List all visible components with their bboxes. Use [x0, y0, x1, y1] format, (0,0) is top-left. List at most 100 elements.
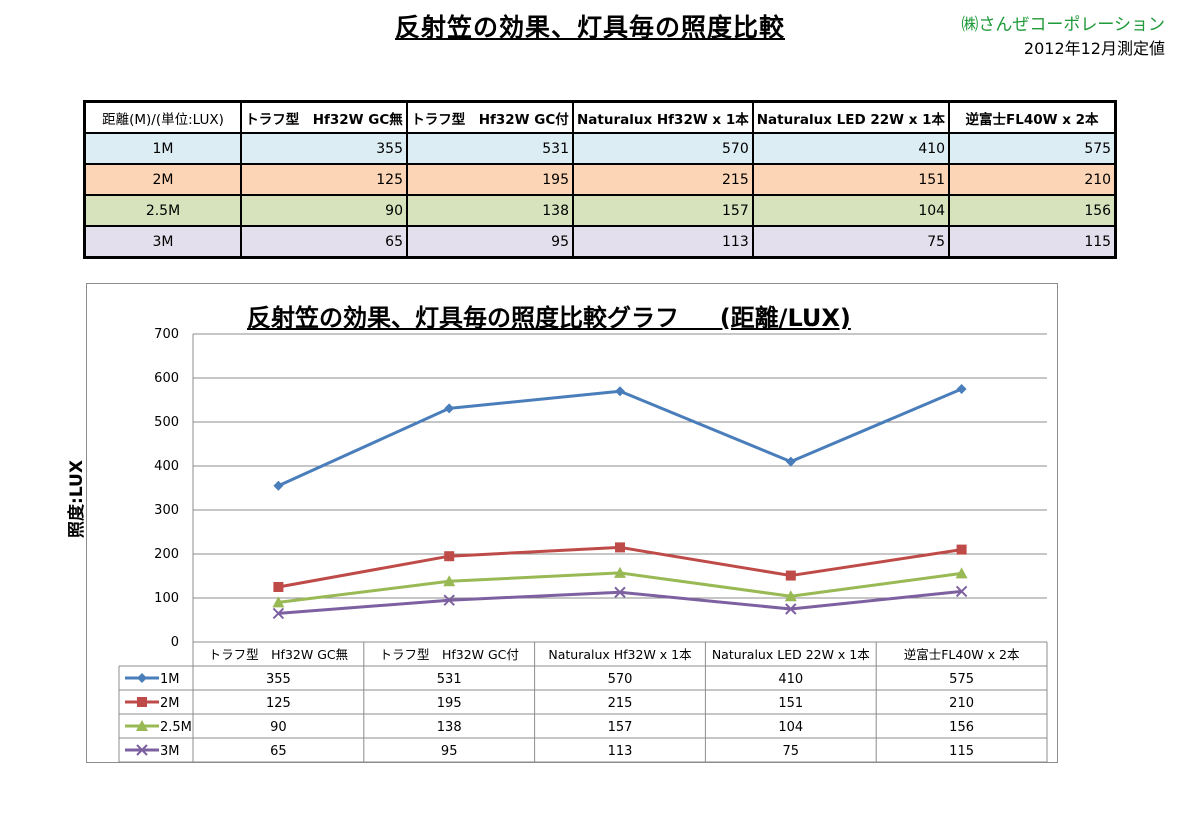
table-row: 2.5M 90 138 157 104 156 [83, 194, 1117, 227]
y-tick-label: 300 [154, 503, 179, 518]
table-cell: 115 [948, 225, 1117, 259]
company-name: ㈱さんぜコーポレーション [961, 15, 1165, 35]
data-table-value: 156 [949, 720, 974, 735]
chart-plot-area: 0 100 200 300 400 500 600 700 トラフ型 Hf32W GC無 トラフ型… [118, 327, 1048, 762]
table-cell: 410 [751, 132, 951, 165]
legend-label: 1M [160, 672, 180, 687]
data-point [272, 596, 285, 608]
table-cell: 575 [948, 132, 1117, 165]
data-table-value: 575 [949, 672, 974, 687]
data-table-value: 410 [778, 672, 803, 687]
data-point [136, 744, 148, 756]
table-cell: 157 [572, 194, 754, 227]
table-cell: 113 [572, 225, 754, 259]
table-row: 1M 355 531 570 410 575 [83, 132, 1117, 165]
y-tick-label: 100 [154, 591, 179, 606]
y-tick-label: 0 [171, 635, 179, 650]
table-cell: 151 [751, 163, 951, 196]
series-line [277, 387, 963, 488]
y-tick-label: 200 [154, 547, 179, 562]
x-category-label: Naturalux LED 22W x 1本 [712, 647, 870, 662]
data-table-value: 195 [437, 696, 462, 711]
table-column-header: Naturalux LED 22W x 1本 [751, 100, 951, 134]
data-table-value: 215 [608, 696, 633, 711]
data-point [444, 403, 455, 414]
data-point [785, 603, 797, 615]
data-point [136, 720, 148, 731]
data-point [614, 586, 626, 598]
data-point [784, 590, 797, 602]
data-point [443, 594, 455, 606]
table-corner-header: 距離(M)/(単位:LUX) [83, 100, 242, 134]
data-table-value: 210 [949, 696, 974, 711]
data-table-value: 115 [949, 744, 974, 759]
data-point [615, 386, 625, 397]
data-point [956, 544, 967, 555]
table-header-row: 距離(M)/(単位:LUX) トラフ型 Hf32W GC無 トラフ型 Hf32W… [83, 100, 1117, 134]
data-table-value: 531 [437, 672, 462, 687]
table-cell: 125 [240, 163, 408, 196]
x-category-label: Naturalux Hf32W x 1本 [548, 647, 692, 662]
data-table-value: 104 [778, 720, 803, 735]
data-point [956, 384, 967, 394]
data-point [272, 607, 285, 620]
data-point [785, 570, 796, 581]
table-cell: 195 [406, 163, 574, 196]
data-table-value: 125 [266, 696, 291, 711]
chart-title: 反射笠の効果、灯具毎の照度比較グラフ (距離/LUX) [247, 304, 851, 332]
line-chart: 反射笠の効果、灯具毎の照度比較グラフ (距離/LUX) 照度:LUX 0 100 2… [67, 283, 1058, 763]
y-tick-label: 700 [154, 327, 179, 342]
table-row-label: 3M [83, 225, 242, 259]
table-cell: 95 [406, 225, 574, 259]
table-row-label: 2.5M [83, 194, 242, 227]
table-cell: 531 [406, 132, 574, 165]
table-column-header: Naturalux Hf32W x 1本 [572, 100, 754, 134]
data-point [273, 582, 284, 592]
y-tick-label: 400 [154, 459, 179, 474]
data-table-value: 90 [270, 720, 287, 735]
lux-data-table: 距離(M)/(単位:LUX) トラフ型 Hf32W GC無 トラフ型 Hf32W… [83, 100, 1118, 259]
measure-date: 2012年12月測定値 [1023, 39, 1165, 58]
table-cell: 156 [948, 194, 1117, 227]
page-title: 反射笠の効果、灯具毎の照度比較 [395, 13, 786, 42]
table-cell: 570 [572, 132, 754, 165]
table-cell: 138 [406, 194, 574, 227]
data-table-value: 355 [266, 672, 291, 687]
table-row-label: 1M [83, 132, 242, 165]
table-row: 2M 125 195 215 151 210 [83, 163, 1117, 196]
table-row: 3M 65 95 113 75 115 [83, 225, 1117, 259]
table-cell: 75 [751, 225, 951, 259]
data-point [137, 697, 147, 707]
table-cell: 104 [751, 194, 951, 227]
data-table-value: 157 [608, 720, 633, 735]
table-cell: 215 [572, 163, 754, 196]
data-point [444, 551, 455, 562]
data-table-value: 65 [270, 744, 287, 759]
data-table-value: 113 [608, 744, 633, 759]
data-point [273, 480, 284, 491]
data-table-value: 138 [437, 720, 462, 735]
x-category-label: トラフ型 Hf32W GC付 [379, 647, 518, 662]
legend-label: 3M [160, 744, 180, 759]
x-category-label: 逆富士FL40W x 2本 [904, 647, 1020, 662]
data-point [614, 566, 626, 578]
data-point [615, 542, 625, 553]
table-cell: 65 [240, 225, 408, 259]
x-category-label: トラフ型 Hf32W GC無 [209, 647, 348, 662]
data-point [137, 673, 147, 683]
data-table-value: 75 [783, 744, 800, 759]
table-column-header: トラフ型 Hf32W GC付 [406, 100, 574, 134]
data-table-value: 570 [608, 672, 633, 687]
y-tick-label: 500 [154, 415, 179, 430]
table-cell: 210 [948, 163, 1117, 196]
series-line [278, 589, 962, 615]
table-row-label: 2M [83, 163, 242, 196]
data-point [955, 585, 968, 598]
table-cell: 90 [240, 194, 408, 227]
y-tick-label: 600 [154, 371, 179, 386]
data-point [443, 575, 456, 587]
table-column-header: トラフ型 Hf32W GC無 [240, 100, 408, 134]
data-point [785, 456, 796, 467]
legend-label: 2M [160, 696, 180, 711]
table-cell: 355 [240, 132, 408, 165]
